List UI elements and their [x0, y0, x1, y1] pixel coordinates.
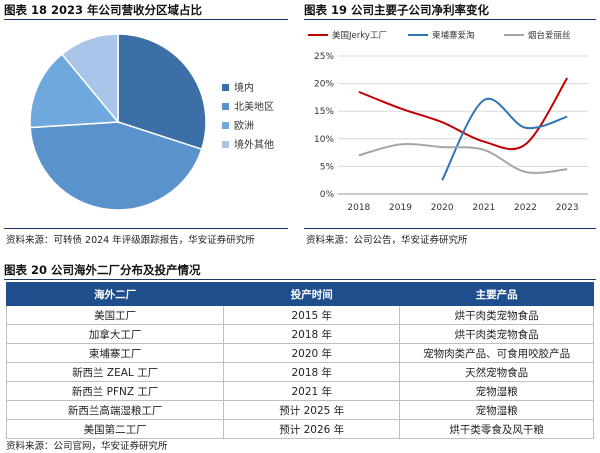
factory-cell: 美国第二工厂: [5, 419, 225, 439]
y-tick-label: 15%: [314, 107, 334, 117]
x-tick-label: 2020: [431, 203, 454, 213]
table-row: 加拿大工厂 2018 年 烘干肉类宠物食品: [5, 324, 594, 344]
line-legend-label-1: 柬埔寨爱淘: [432, 30, 475, 41]
table-row: 美国工厂 2015 年 烘干肉类宠物食品: [5, 305, 594, 325]
factory-table: 海外二厂 投产时间 主要产品 美国工厂 2015 年 烘干肉类宠物食品 加拿大工…: [5, 282, 594, 439]
pie-legend-label-2: 欧洲: [234, 120, 254, 132]
table-row: 柬埔寨工厂 2020 年 宠物肉类产品、可食用咬胶产品: [5, 343, 594, 363]
factory-cell: 新西兰 ZEAL 工厂: [5, 362, 225, 382]
factory-cell: 加拿大工厂: [5, 324, 225, 344]
products-cell: 烘干肉类宠物食品: [399, 305, 594, 325]
factory-cell: 柬埔寨工厂: [5, 343, 225, 363]
header-start-time: 投产时间: [223, 282, 401, 306]
fig19-title-rule: [304, 19, 596, 20]
y-tick-label: 5%: [320, 162, 335, 172]
pie-legend-label-3: 境外其他: [234, 138, 274, 151]
products-cell: 宠物湿粮: [399, 381, 594, 401]
fig19-line-chart: 0% 5% 10% 15% 20% 25% 2018 2019 2020 2021 2022 2023…: [308, 30, 588, 213]
start-time-cell: 预计 2025 年: [223, 400, 401, 420]
pie-slice-3: [60, 33, 119, 125]
products-cell: 烘干肉类宠物食品: [399, 324, 594, 344]
fig18-title-rule: [4, 19, 288, 20]
start-time-cell: 2021 年: [223, 381, 401, 401]
x-tick-label: 2019: [389, 203, 412, 213]
y-tick-label: 25%: [314, 52, 334, 62]
factory-cell: 新西兰 PFNZ 工厂: [5, 381, 225, 401]
products-cell: 宠物湿粮: [399, 400, 594, 420]
start-time-cell: 预计 2026 年: [223, 419, 401, 439]
factory-cell: 新西兰高端湿粮工厂: [5, 400, 225, 420]
products-cell: 天然宠物食品: [399, 362, 594, 382]
y-tick-label: 10%: [314, 135, 334, 145]
fig18-source: 资料来源：可转债 2024 年评级跟踪报告，华安证券研究所: [6, 235, 255, 246]
line-legend-label-0: 美国Jerky工厂: [332, 30, 387, 41]
fig19-source: 资料来源：公司公告，华安证券研究所: [306, 235, 468, 246]
header-factory: 海外二厂: [5, 282, 225, 306]
header-main-products: 主要产品: [399, 282, 594, 306]
table-row: 新西兰 PFNZ 工厂 2021 年 宠物湿粮: [5, 381, 594, 401]
pie-slice-2: [29, 53, 120, 129]
series-line-2: [358, 143, 568, 174]
factory-cell: 美国工厂: [5, 305, 225, 325]
table-row: 新西兰高端湿粮工厂 预计 2025 年 宠物湿粮: [5, 400, 594, 420]
y-tick-label: 0%: [320, 190, 335, 200]
fig20-title-rule: [4, 279, 596, 280]
table-row: 新西兰 ZEAL 工厂 2018 年 天然宠物食品: [5, 362, 594, 382]
pie-legend-swatch-0: [222, 84, 229, 91]
x-tick-label: 2022: [514, 203, 537, 213]
start-time-cell: 2018 年: [223, 362, 401, 382]
y-tick-label: 20%: [314, 80, 334, 90]
fig18-title: 图表 18 2023 年公司营收分区域占比: [4, 3, 203, 17]
pie-legend-swatch-2: [222, 122, 229, 129]
pie-legend-label-0: 境内: [234, 81, 254, 94]
products-cell: 宠物肉类产品、可食用咬胶产品: [399, 343, 594, 363]
series-line-0: [358, 77, 569, 151]
x-tick-label: 2018: [347, 203, 370, 213]
fig20-source: 资料来源：公司官网，华安证券研究所: [6, 441, 168, 452]
table-header-row: 海外二厂 投产时间 主要产品: [5, 282, 594, 306]
fig20-title: 图表 20 公司海外二厂分布及投产情况: [4, 263, 201, 277]
products-cell: 烘干类零食及风干粮: [399, 419, 594, 439]
pie-legend-swatch-3: [222, 141, 229, 148]
pie-legend-label-1: 北美地区: [234, 100, 274, 113]
pie-legend-swatch-1: [222, 103, 229, 110]
pie-slice-1: [29, 121, 203, 211]
table-row: 美国第二工厂 预计 2026 年 烘干类零食及风干粮: [5, 419, 594, 439]
fig18-source-rule: [4, 228, 288, 229]
x-tick-label: 2023: [556, 203, 579, 213]
fig19-title: 图表 19 公司主要子公司净利率变化: [304, 3, 490, 17]
start-time-cell: 2020 年: [223, 343, 401, 363]
x-tick-label: 2021: [472, 203, 495, 213]
pie-slice-0: [117, 33, 207, 151]
series-line-1: [441, 97, 568, 181]
start-time-cell: 2015 年: [223, 305, 401, 325]
line-legend-label-2: 烟台爱丽丝: [528, 30, 571, 41]
start-time-cell: 2018 年: [223, 324, 401, 344]
fig19-source-rule: [304, 228, 596, 229]
